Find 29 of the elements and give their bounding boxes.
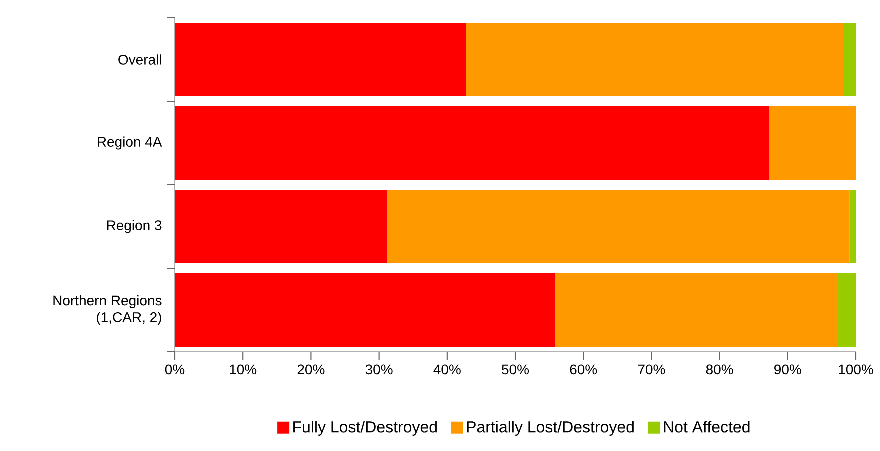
bar [770, 106, 856, 180]
x-tick-label: 10% [230, 364, 257, 375]
x-tick-label: 30% [366, 364, 393, 375]
bar [387, 190, 850, 264]
bar [843, 23, 856, 96]
legend-label: Partially Lost/Destroyed [467, 421, 634, 436]
legend-label: Not Affected [664, 421, 750, 433]
y-tick-label: Region 4A [98, 136, 162, 150]
x-tick-label: 70% [638, 364, 666, 375]
bar [555, 274, 838, 347]
x-tick-label: 90% [774, 364, 802, 375]
x-tick-label: 40% [434, 364, 461, 375]
y-tick-label: Region 3 [107, 220, 162, 234]
x-tick-label: 60% [570, 364, 598, 375]
bar [838, 274, 856, 347]
legend-label: Fully Lost/Destroyed [294, 421, 437, 436]
bar [175, 23, 466, 96]
bar [175, 190, 388, 264]
x-tick-label: 20% [298, 364, 325, 375]
x-tick-label: 80% [706, 364, 734, 375]
bar [850, 190, 856, 264]
x-tick-label: 0% [165, 364, 185, 375]
x-tick-label: 100% [839, 364, 874, 375]
x-tick-label: 50% [502, 364, 530, 375]
bar [175, 106, 770, 180]
y-tick-label: Northern Regions (1,CAR, 2) [54, 295, 162, 326]
y-tick-label: Overall [118, 54, 162, 65]
bar [466, 23, 844, 96]
bar [175, 274, 556, 347]
